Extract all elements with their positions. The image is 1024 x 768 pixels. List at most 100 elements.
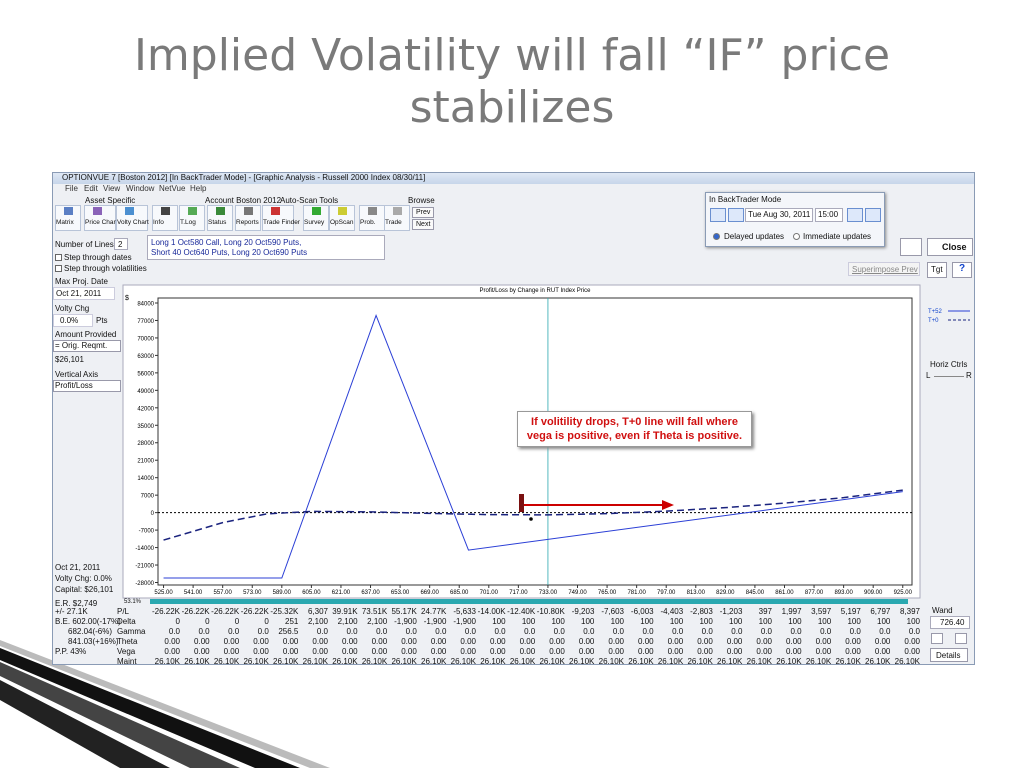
nav-button[interactable] [847,208,863,222]
y-tick-label: 28000 [137,441,154,447]
toolbar-button-label[interactable]: Volty Chart [117,219,149,226]
table-cell: 0.00 [638,647,654,656]
menu-item[interactable]: Window [126,184,155,193]
slider[interactable] [934,376,964,377]
browse-label[interactable]: Next [416,221,431,228]
toolbar-button-label[interactable]: Trade Finder [263,219,300,226]
update-option[interactable]: Delayed updates [724,232,785,241]
table-cell: 26.10K [243,657,269,666]
browse-button[interactable] [412,207,434,218]
superimpose-button[interactable] [848,262,920,276]
radio[interactable] [713,233,720,240]
table-cell: -25.32K [270,607,299,616]
x-tick-label: 781.00 [627,590,646,596]
x-tick-label: 557.00 [214,590,233,596]
toolbar-button-label[interactable]: OpScan [330,219,354,226]
table-cell: -26.22K [240,607,269,616]
table-cell: 100 [551,617,565,626]
close-label[interactable]: Close [942,242,967,252]
menu-item[interactable]: Help [190,184,207,193]
table-cell: 0.00 [845,647,861,656]
x-tick-label: 605.00 [302,590,321,596]
slide-title: Implied Volatility will fall “IF” price … [0,30,1024,134]
y-tick-label: 14000 [137,476,154,482]
table-cell: 0.0 [820,627,832,636]
button-icon [244,207,253,215]
checkbox-label[interactable]: Step through volatilities [64,264,147,273]
nav-button[interactable] [710,208,726,222]
details-button[interactable] [930,648,968,662]
table-cell: 100 [669,617,684,626]
help-label[interactable]: ? [959,263,966,274]
table-cell: 0.0 [731,627,743,636]
dropdown-value[interactable]: = Orig. Reqmt. [55,341,108,350]
table-cell: 0.00 [726,637,743,646]
table-cell: 0.00 [312,637,328,646]
menu-item[interactable]: File [65,184,78,193]
toolbar-button-label[interactable]: Reports [236,219,259,226]
menu-item[interactable]: Edit [84,184,98,193]
help-button[interactable] [952,262,972,278]
cancel-button[interactable] [900,238,922,256]
nav-button[interactable] [728,208,744,222]
x-tick-label: 925.00 [894,590,913,596]
table-cell: -12.40K [507,607,536,616]
toolbar-button-label[interactable]: T.Log [180,219,196,226]
table-cell: 26.10K [598,657,624,666]
browse-label[interactable]: Prev [416,209,431,216]
y-tick-label: 35000 [137,424,154,430]
popup-title: In BackTrader Mode [709,195,782,204]
radio[interactable] [793,233,800,240]
wand-button[interactable] [955,633,967,644]
menu-item[interactable]: NetVue [159,184,186,193]
dropdown[interactable] [53,380,121,392]
toolbar-button-label[interactable]: Trade [385,219,402,226]
tgt-button[interactable] [927,262,947,278]
wand-button[interactable] [931,633,943,644]
table-cell: 0.00 [371,647,388,656]
table-cell: 251 [285,617,299,626]
toolbar-button[interactable] [262,205,294,231]
toolbar-button-label[interactable]: Price Chart [85,219,118,226]
toolbar-button-label[interactable]: Matrix [56,219,74,226]
status-text: 53.1% [124,599,142,605]
toolbar-button[interactable] [179,205,205,231]
dropdown-value[interactable]: Profit/Loss [55,381,93,390]
table-cell: 0.00 [312,647,328,656]
row-label: Vega [117,647,136,656]
table-cell: 26.10K [391,657,417,666]
toolbar-button-label[interactable]: Prob. [360,219,376,226]
toolbar-button-label[interactable]: Info [153,219,164,226]
menu-item[interactable]: View [103,184,121,193]
details-label[interactable]: Details [936,651,961,660]
window-title: OPTIONVUE 7 [Boston 2012] [In BackTrader… [62,173,426,182]
x-tick-label: 861.00 [775,590,794,596]
nav-button[interactable] [865,208,881,222]
toolbar-button-label[interactable]: Survey [304,219,325,226]
table-cell: 26.10K [894,657,920,666]
tgt-label[interactable]: Tgt [931,265,943,274]
table-cell: 0.00 [194,647,210,656]
browse-button[interactable] [412,219,434,230]
close-button[interactable] [927,238,973,256]
checkbox-label[interactable]: Step through dates [64,253,132,262]
dropdown[interactable] [53,340,121,352]
table-cell: 0.0 [405,627,417,636]
table-cell: 26.10K [865,657,891,666]
toolbar-button-label[interactable]: Status [208,219,227,226]
checkbox[interactable] [55,265,62,272]
checkbox[interactable] [55,254,62,261]
update-option[interactable]: Immediate updates [803,232,872,241]
table-cell: 26.10K [657,657,684,666]
time: 15:00 [818,210,839,219]
table-cell: 0.0 [435,627,447,636]
x-tick-label: 573.00 [243,590,262,596]
x-tick-label: 877.00 [805,590,824,596]
superimpose-label[interactable]: Superimpose Prev [852,265,918,274]
y-tick-label: 77000 [137,319,154,325]
x-tick-label: 909.00 [864,590,883,596]
table-cell: 0.00 [697,647,713,656]
toolbar-button[interactable] [235,205,261,231]
table-cell: 26.10K [569,657,595,666]
toolbar-button[interactable] [384,205,410,231]
